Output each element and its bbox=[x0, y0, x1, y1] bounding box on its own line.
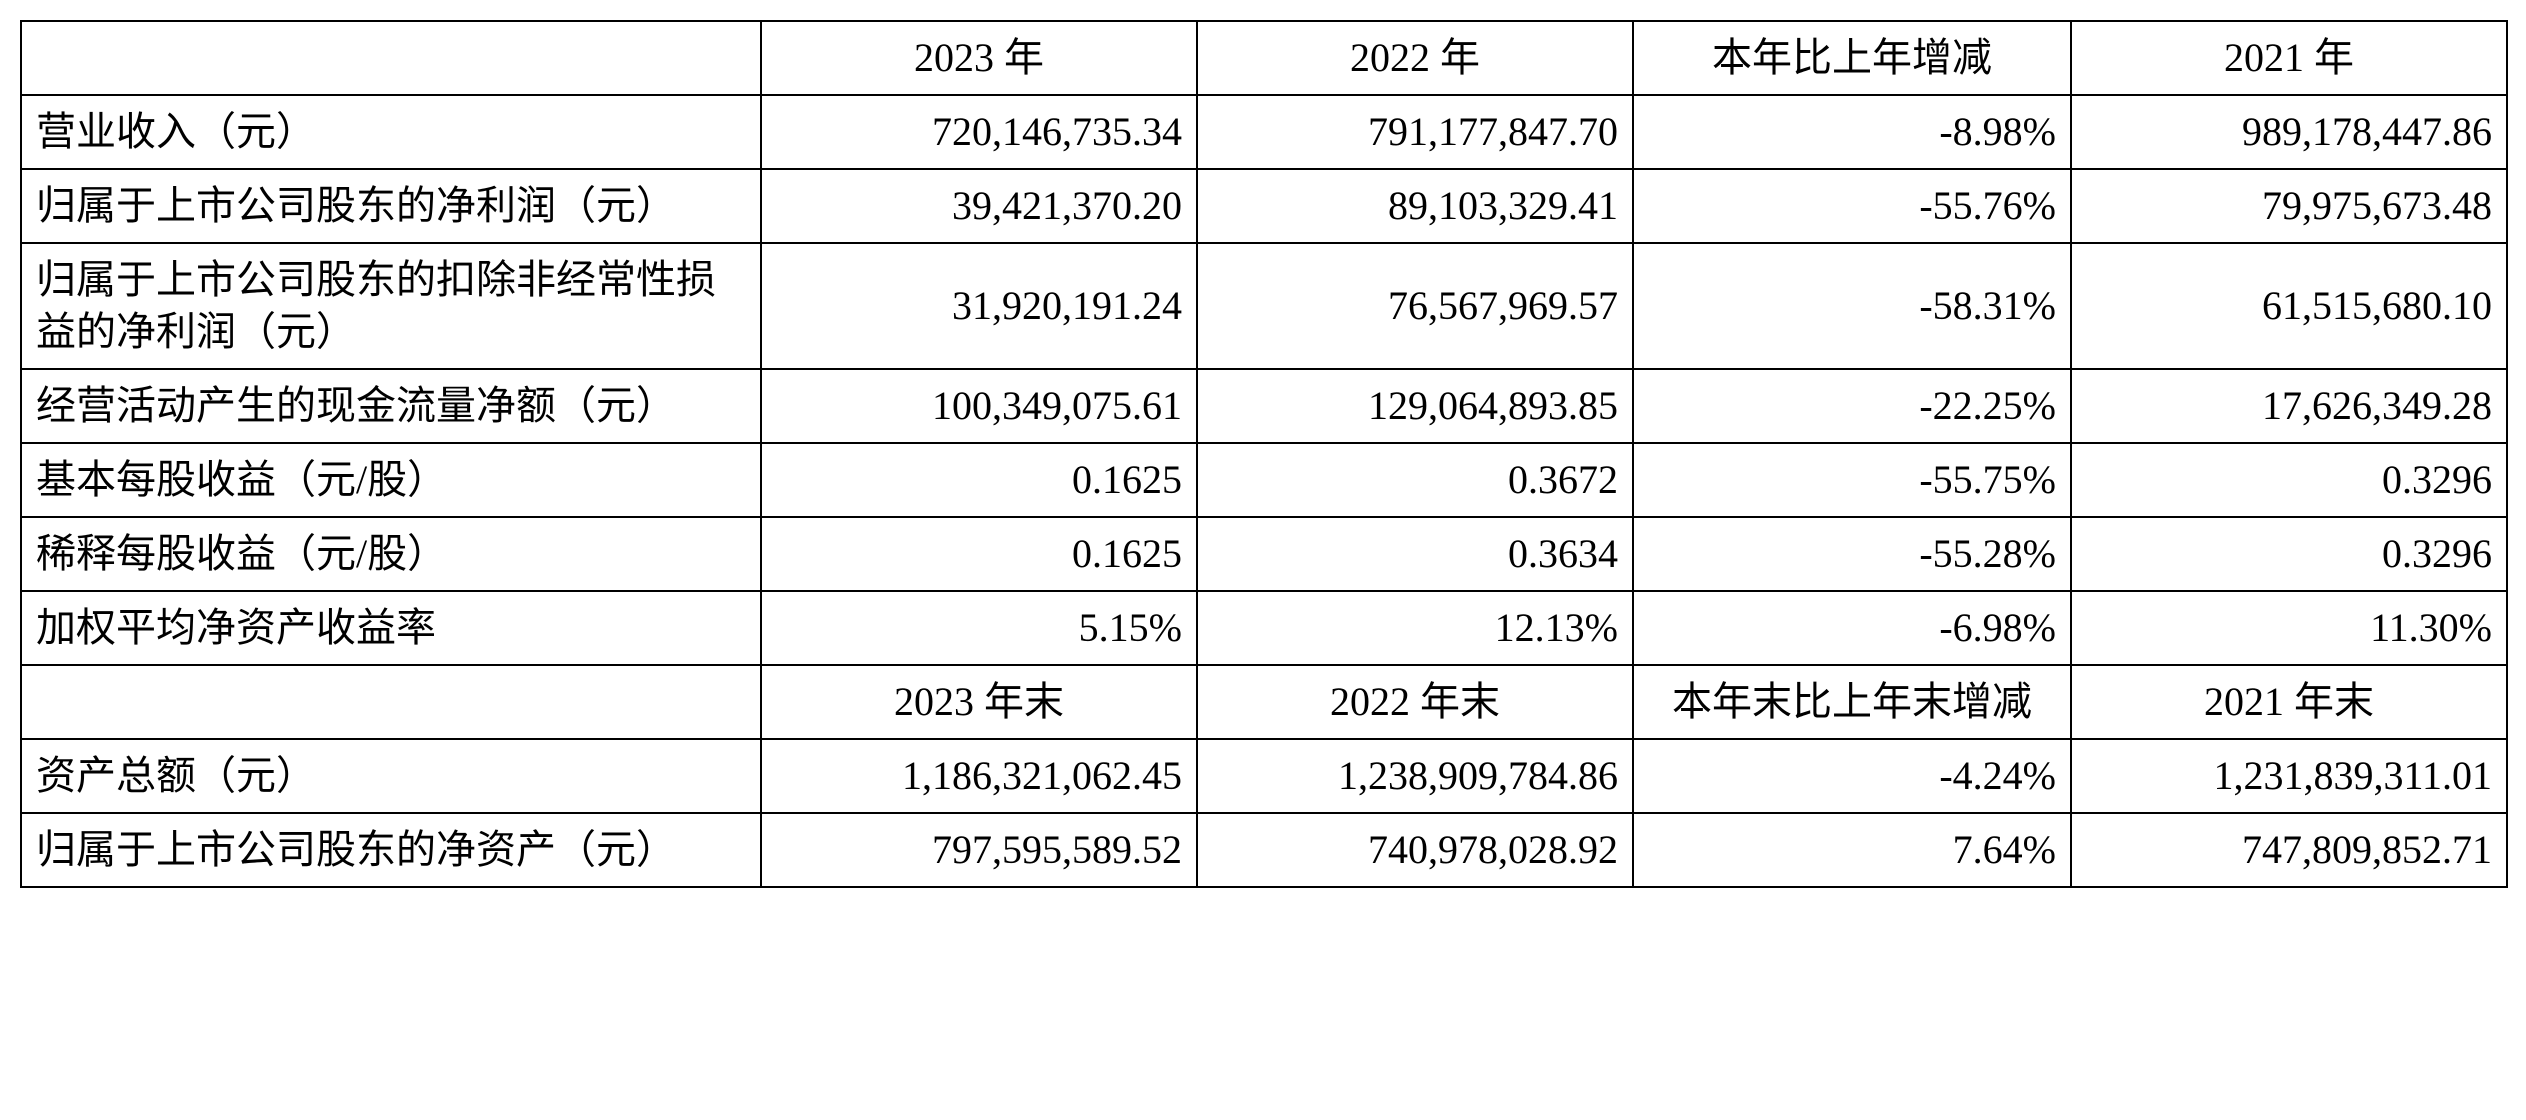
table-row: 营业收入（元） 720,146,735.34 791,177,847.70 -8… bbox=[21, 95, 2507, 169]
table-row: 归属于上市公司股东的净利润（元） 39,421,370.20 89,103,32… bbox=[21, 169, 2507, 243]
row-value-2022: 89,103,329.41 bbox=[1197, 169, 1633, 243]
row-label: 资产总额（元） bbox=[21, 739, 761, 813]
row-value-2022: 76,567,969.57 bbox=[1197, 243, 1633, 369]
row-label: 归属于上市公司股东的扣除非经常性损益的净利润（元） bbox=[21, 243, 761, 369]
row-value-change: -22.25% bbox=[1633, 369, 2071, 443]
row-value-2022: 791,177,847.70 bbox=[1197, 95, 1633, 169]
row-value-2023: 39,421,370.20 bbox=[761, 169, 1197, 243]
row-value-2022: 129,064,893.85 bbox=[1197, 369, 1633, 443]
row-value-change: -55.76% bbox=[1633, 169, 2071, 243]
table-row: 稀释每股收益（元/股） 0.1625 0.3634 -55.28% 0.3296 bbox=[21, 517, 2507, 591]
row-value-2023: 100,349,075.61 bbox=[761, 369, 1197, 443]
header-2023-end: 2023 年末 bbox=[761, 665, 1197, 739]
row-value-2021: 0.3296 bbox=[2071, 443, 2507, 517]
row-value-2021: 11.30% bbox=[2071, 591, 2507, 665]
row-value-2023: 720,146,735.34 bbox=[761, 95, 1197, 169]
header-change: 本年比上年增减 bbox=[1633, 21, 2071, 95]
row-value-change: -55.28% bbox=[1633, 517, 2071, 591]
table-row: 加权平均净资产收益率 5.15% 12.13% -6.98% 11.30% bbox=[21, 591, 2507, 665]
row-value-2022: 1,238,909,784.86 bbox=[1197, 739, 1633, 813]
row-value-2021: 0.3296 bbox=[2071, 517, 2507, 591]
row-value-2023: 797,595,589.52 bbox=[761, 813, 1197, 887]
row-value-2023: 1,186,321,062.45 bbox=[761, 739, 1197, 813]
row-value-2023: 5.15% bbox=[761, 591, 1197, 665]
table-row: 归属于上市公司股东的扣除非经常性损益的净利润（元） 31,920,191.24 … bbox=[21, 243, 2507, 369]
row-label: 归属于上市公司股东的净利润（元） bbox=[21, 169, 761, 243]
header-row-2: 2023 年末 2022 年末 本年末比上年末增减 2021 年末 bbox=[21, 665, 2507, 739]
table-row: 资产总额（元） 1,186,321,062.45 1,238,909,784.8… bbox=[21, 739, 2507, 813]
row-value-change: -55.75% bbox=[1633, 443, 2071, 517]
row-value-change: 7.64% bbox=[1633, 813, 2071, 887]
header-2023: 2023 年 bbox=[761, 21, 1197, 95]
row-label: 营业收入（元） bbox=[21, 95, 761, 169]
header-row-1: 2023 年 2022 年 本年比上年增减 2021 年 bbox=[21, 21, 2507, 95]
table-row: 归属于上市公司股东的净资产（元） 797,595,589.52 740,978,… bbox=[21, 813, 2507, 887]
row-value-2023: 0.1625 bbox=[761, 517, 1197, 591]
row-label: 归属于上市公司股东的净资产（元） bbox=[21, 813, 761, 887]
row-value-2023: 31,920,191.24 bbox=[761, 243, 1197, 369]
row-label: 基本每股收益（元/股） bbox=[21, 443, 761, 517]
financial-table: 2023 年 2022 年 本年比上年增减 2021 年 营业收入（元） 720… bbox=[20, 20, 2508, 888]
row-value-2021: 17,626,349.28 bbox=[2071, 369, 2507, 443]
header-2022: 2022 年 bbox=[1197, 21, 1633, 95]
row-value-change: -6.98% bbox=[1633, 591, 2071, 665]
header-blank-2 bbox=[21, 665, 761, 739]
row-value-2021: 79,975,673.48 bbox=[2071, 169, 2507, 243]
row-value-2023: 0.1625 bbox=[761, 443, 1197, 517]
row-value-2021: 989,178,447.86 bbox=[2071, 95, 2507, 169]
row-value-change: -8.98% bbox=[1633, 95, 2071, 169]
row-value-2021: 1,231,839,311.01 bbox=[2071, 739, 2507, 813]
header-2021: 2021 年 bbox=[2071, 21, 2507, 95]
header-2022-end: 2022 年末 bbox=[1197, 665, 1633, 739]
row-value-2022: 0.3672 bbox=[1197, 443, 1633, 517]
row-value-2022: 12.13% bbox=[1197, 591, 1633, 665]
header-change-end: 本年末比上年末增减 bbox=[1633, 665, 2071, 739]
row-value-2021: 61,515,680.10 bbox=[2071, 243, 2507, 369]
table-row: 基本每股收益（元/股） 0.1625 0.3672 -55.75% 0.3296 bbox=[21, 443, 2507, 517]
row-label: 稀释每股收益（元/股） bbox=[21, 517, 761, 591]
table-row: 经营活动产生的现金流量净额（元） 100,349,075.61 129,064,… bbox=[21, 369, 2507, 443]
row-label: 加权平均净资产收益率 bbox=[21, 591, 761, 665]
row-value-2022: 0.3634 bbox=[1197, 517, 1633, 591]
row-value-2022: 740,978,028.92 bbox=[1197, 813, 1633, 887]
row-label: 经营活动产生的现金流量净额（元） bbox=[21, 369, 761, 443]
row-value-change: -58.31% bbox=[1633, 243, 2071, 369]
header-2021-end: 2021 年末 bbox=[2071, 665, 2507, 739]
row-value-2021: 747,809,852.71 bbox=[2071, 813, 2507, 887]
row-value-change: -4.24% bbox=[1633, 739, 2071, 813]
header-blank-1 bbox=[21, 21, 761, 95]
